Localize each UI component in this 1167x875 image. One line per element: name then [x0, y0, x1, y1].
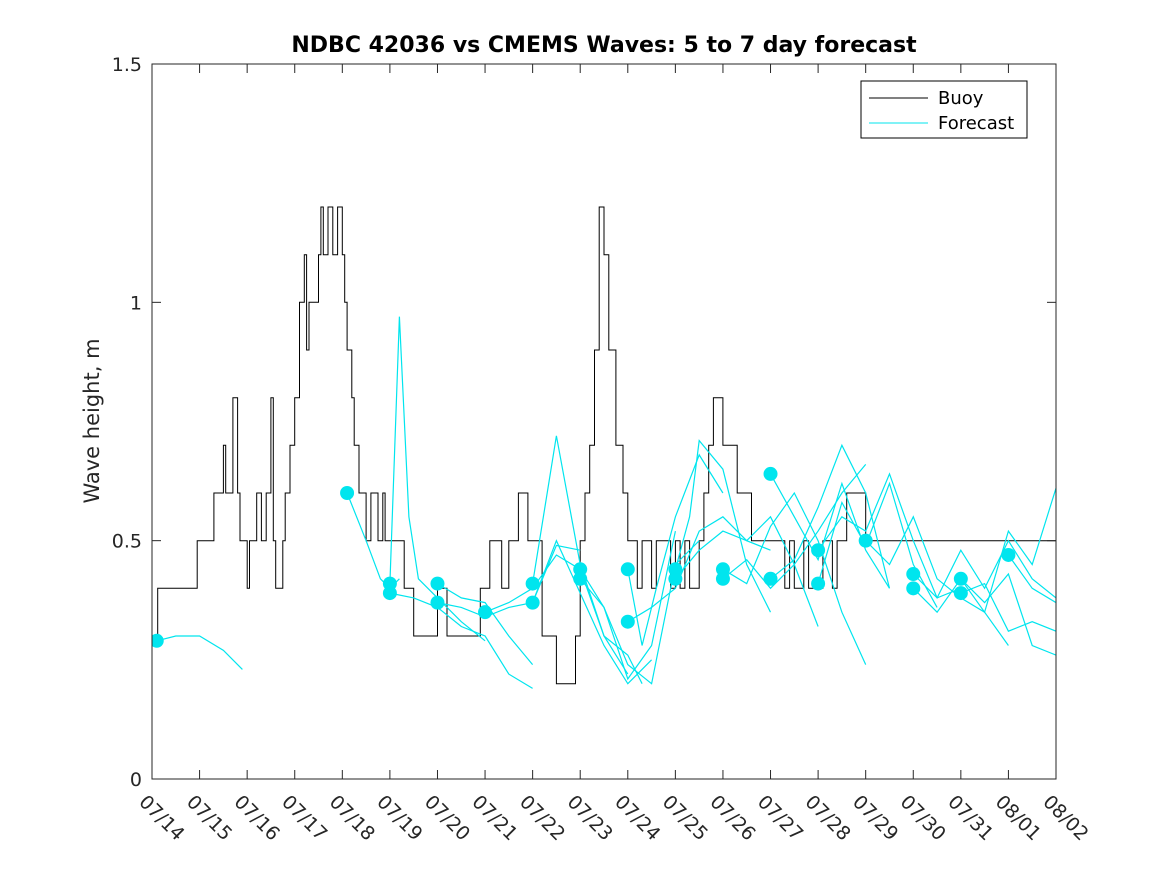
forecast-line: [912, 539, 1056, 599]
forecast-line: [627, 453, 724, 646]
legend-box: [860, 80, 1028, 139]
legend: Buoy Forecast: [860, 80, 1028, 139]
forecast-line: [437, 544, 581, 618]
forecast-line: [579, 540, 700, 685]
forecast-line: [579, 530, 676, 681]
forecast-line: [1007, 554, 1056, 604]
forecast-start-point: [763, 571, 778, 586]
forecast-start-point: [430, 576, 445, 591]
forecast-line: [674, 439, 772, 613]
forecast-start-point: [858, 533, 873, 548]
forecast-line: [722, 464, 867, 590]
plot-area-frame: [151, 63, 1057, 780]
forecast-series: [152, 316, 1056, 689]
forecast-line: [156, 635, 243, 670]
forecast-start-point: [152, 633, 164, 648]
y-tick-label: 0: [130, 769, 142, 791]
forecast-line: [532, 539, 653, 685]
forecast-start-point: [763, 466, 778, 481]
legend-forecast-label: Forecast: [938, 113, 1014, 134]
forecast-line: [437, 583, 534, 665]
forecast-start-point: [1001, 547, 1016, 562]
forecast-line: [532, 435, 643, 684]
forecast-start-point: [382, 586, 397, 601]
forecast-start-point: [525, 595, 540, 610]
forecast-start-point: [668, 571, 683, 586]
forecast-start-point: [525, 576, 540, 591]
forecast-line: [389, 316, 486, 642]
y-tick-label: 1.5: [112, 54, 142, 76]
forecast-start-point: [811, 543, 826, 558]
forecast-start-point: [953, 571, 968, 586]
legend-buoy-label: Buoy: [938, 88, 984, 109]
buoy-line: [152, 206, 1056, 685]
forecast-line: [769, 473, 891, 589]
y-tick-label: 1: [130, 292, 142, 314]
forecast-start-point: [953, 586, 968, 601]
forecast-start-point: [620, 562, 635, 577]
forecast-line: [389, 592, 533, 689]
y-axis-label: Wave height, m: [80, 338, 104, 503]
forecast-start-point: [906, 581, 921, 596]
chart-title: NDBC 42036 vs CMEMS Waves: 5 to 7 day fo…: [291, 33, 917, 58]
forecast-start-point: [811, 576, 826, 591]
forecast-start-point: [906, 567, 921, 582]
forecast-line: [770, 443, 891, 589]
forecast-line: [960, 572, 1056, 656]
buoy-series: [152, 206, 1056, 685]
forecast-line: [722, 491, 867, 665]
forecast-line: [912, 488, 1056, 614]
forecast-start-point: [620, 614, 635, 629]
forecast-start-point: [340, 486, 355, 500]
forecast-start-point: [430, 595, 445, 610]
forecast-line: [960, 582, 1056, 632]
forecast-start-point: [715, 571, 730, 586]
forecast-start-point: [478, 605, 493, 620]
forecast-start-point: [573, 562, 588, 577]
y-tick-label: 0.5: [112, 531, 142, 553]
